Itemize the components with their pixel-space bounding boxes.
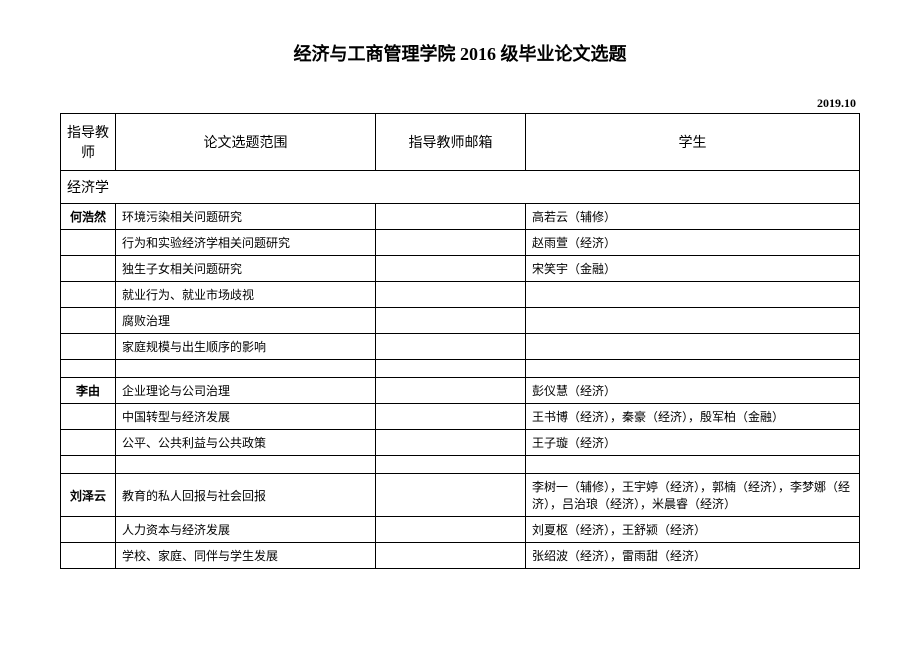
cell-student: 王书博（经济），秦豪（经济），殷军柏（金融） (526, 404, 860, 430)
cell-email (376, 543, 526, 569)
cell-email (376, 334, 526, 360)
cell-topic: 学校、家庭、同伴与学生发展 (116, 543, 376, 569)
table-row: 家庭规模与出生顺序的影响 (61, 334, 860, 360)
cell-student (526, 360, 860, 378)
cell-advisor: 刘泽云 (61, 474, 116, 517)
cell-email (376, 378, 526, 404)
cell-topic: 公平、公共利益与公共政策 (116, 430, 376, 456)
header-advisor: 指导教师 (61, 114, 116, 171)
cell-student: 宋笑宇（金融） (526, 256, 860, 282)
cell-email (376, 456, 526, 474)
cell-topic: 就业行为、就业市场歧视 (116, 282, 376, 308)
table-row: 人力资本与经济发展 刘夏枢（经济），王舒颍（经济） (61, 517, 860, 543)
cell-topic: 行为和实验经济学相关问题研究 (116, 230, 376, 256)
section-label: 经济学 (61, 171, 860, 204)
cell-topic: 人力资本与经济发展 (116, 517, 376, 543)
table-row: 就业行为、就业市场歧视 (61, 282, 860, 308)
cell-topic: 环境污染相关问题研究 (116, 204, 376, 230)
cell-advisor (61, 430, 116, 456)
table-row (61, 360, 860, 378)
table-row: 何浩然环境污染相关问题研究 高若云（辅修） (61, 204, 860, 230)
cell-student (526, 334, 860, 360)
cell-email (376, 404, 526, 430)
table-row: 独生子女相关问题研究 宋笑宇（金融） (61, 256, 860, 282)
cell-email (376, 517, 526, 543)
cell-topic: 中国转型与经济发展 (116, 404, 376, 430)
cell-email (376, 430, 526, 456)
thesis-table: 指导教师 论文选题范围 指导教师邮箱 学生 经济学 何浩然环境污染相关问题研究 高… (60, 113, 860, 569)
cell-student (526, 282, 860, 308)
cell-topic: 教育的私人回报与社会回报 (116, 474, 376, 517)
cell-advisor (61, 256, 116, 282)
cell-student: 彭仪慧（经济） (526, 378, 860, 404)
cell-advisor (61, 360, 116, 378)
cell-email (376, 308, 526, 334)
cell-email (376, 256, 526, 282)
table-row (61, 456, 860, 474)
cell-advisor: 李由 (61, 378, 116, 404)
table-row: 腐败治理 (61, 308, 860, 334)
header-topic: 论文选题范围 (116, 114, 376, 171)
cell-topic (116, 456, 376, 474)
cell-email (376, 474, 526, 517)
cell-student: 高若云（辅修） (526, 204, 860, 230)
header-email: 指导教师邮箱 (376, 114, 526, 171)
cell-topic: 企业理论与公司治理 (116, 378, 376, 404)
cell-topic: 独生子女相关问题研究 (116, 256, 376, 282)
cell-advisor (61, 517, 116, 543)
cell-student: 王子璇（经济） (526, 430, 860, 456)
cell-student: 赵雨萱（经济） (526, 230, 860, 256)
cell-student (526, 308, 860, 334)
cell-advisor (61, 404, 116, 430)
cell-email (376, 230, 526, 256)
table-row: 学校、家庭、同伴与学生发展 张绍波（经济），雷雨甜（经济） (61, 543, 860, 569)
cell-advisor: 何浩然 (61, 204, 116, 230)
cell-topic: 腐败治理 (116, 308, 376, 334)
cell-advisor (61, 334, 116, 360)
cell-advisor (61, 456, 116, 474)
cell-email (376, 282, 526, 308)
cell-topic (116, 360, 376, 378)
cell-email (376, 360, 526, 378)
cell-email (376, 204, 526, 230)
table-row: 李由企业理论与公司治理 彭仪慧（经济） (61, 378, 860, 404)
table-row: 刘泽云教育的私人回报与社会回报 李树一（辅修），王宇婷（经济），郭楠（经济），李梦… (61, 474, 860, 517)
cell-advisor (61, 230, 116, 256)
cell-student: 李树一（辅修），王宇婷（经济），郭楠（经济），李梦娜（经济），吕治琅（经济），米… (526, 474, 860, 517)
table-row: 公平、公共利益与公共政策 王子璇（经济） (61, 430, 860, 456)
cell-advisor (61, 543, 116, 569)
table-row: 行为和实验经济学相关问题研究 赵雨萱（经济） (61, 230, 860, 256)
cell-advisor (61, 308, 116, 334)
header-student: 学生 (526, 114, 860, 171)
cell-advisor (61, 282, 116, 308)
cell-student: 张绍波（经济），雷雨甜（经济） (526, 543, 860, 569)
date-label: 2019.10 (60, 96, 860, 111)
cell-topic: 家庭规模与出生顺序的影响 (116, 334, 376, 360)
table-header-row: 指导教师 论文选题范围 指导教师邮箱 学生 (61, 114, 860, 171)
page-title: 经济与工商管理学院 2016 级毕业论文选题 (60, 40, 860, 66)
section-row: 经济学 (61, 171, 860, 204)
cell-student (526, 456, 860, 474)
table-row: 中国转型与经济发展 王书博（经济），秦豪（经济），殷军柏（金融） (61, 404, 860, 430)
cell-student: 刘夏枢（经济），王舒颍（经济） (526, 517, 860, 543)
